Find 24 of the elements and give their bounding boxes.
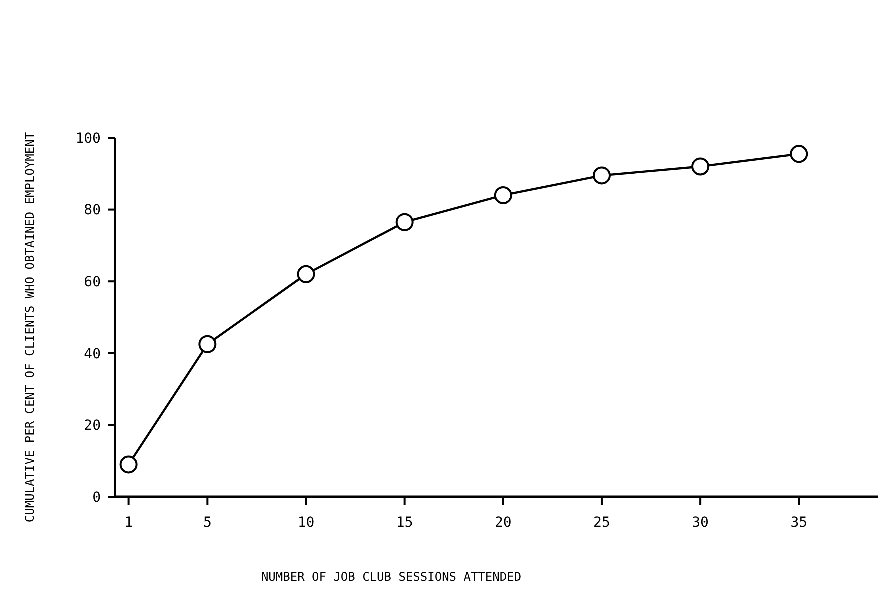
point: [198, 335, 217, 354]
y-tick-label: 100: [76, 130, 101, 147]
x-tick-label: 1: [124, 515, 134, 531]
x-tick-label: 20: [494, 515, 512, 531]
y-tick-label: 0: [92, 490, 101, 506]
point: [396, 213, 414, 232]
y-axis-title: CUMULATIVE PER CENT OF CLIENTS WHO OBTAINED EMPLOYMENT: [23, 132, 37, 523]
x-tick-label: 10: [298, 515, 315, 531]
y-tick-label: 20: [84, 418, 101, 434]
x-tick-label: 15: [396, 515, 414, 531]
point: [297, 265, 316, 284]
x-tick-label: 5: [203, 515, 212, 531]
y-tick-label: 80: [84, 202, 101, 219]
x-tick-label: 35: [790, 515, 808, 531]
point: [494, 186, 512, 204]
point: [592, 166, 611, 185]
point: [120, 456, 138, 474]
x-axis-title: NUMBER OF JOB CLUB SESSIONS ATTENDED: [261, 570, 522, 584]
x-tick-label: 25: [594, 515, 610, 531]
x-tick-label: 30: [692, 515, 709, 531]
point: [790, 145, 808, 164]
point: [692, 158, 710, 176]
y-tick-label: 40: [84, 346, 101, 362]
y-tick-label: 60: [84, 274, 101, 290]
